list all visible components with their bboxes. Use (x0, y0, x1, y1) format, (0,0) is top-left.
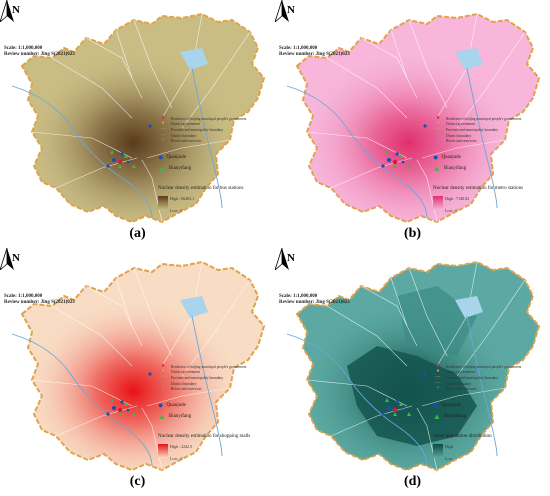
density-high: High : 2242.5 (170, 444, 193, 449)
density-low: Low : 0 (170, 208, 183, 213)
legend-quanjude: ● Quanjude (433, 400, 461, 410)
density-color-ramp (158, 196, 168, 210)
review-number: Review number: Jing S(2021)023 (4, 52, 75, 57)
legend-district-boundary: District boundary (446, 133, 472, 138)
legend-residence: Residence of beijing municipal people's … (446, 364, 522, 369)
panel-caption: (b) (403, 226, 422, 241)
map-panel-b: N Scale: 1:1,000,000 Review number: Jing… (275, 0, 550, 248)
density-title: Nuclear density estimation for bus stati… (158, 186, 244, 191)
map-legend: ★ Residence of beijing municipal people's… (160, 363, 247, 392)
reservoir (455, 296, 483, 318)
map-panel-d: N Scale: 1:1,000,000 Review number: Jing… (275, 248, 550, 496)
legend-boundary: Provines and municipality boundary (171, 127, 224, 132)
legend-quanjude: ● Quanjude (433, 152, 461, 162)
legend-boundary: Provines and municipality boundary (446, 375, 499, 380)
legend-district-gov: District government (446, 122, 475, 127)
density-color-ramp (158, 444, 168, 458)
density-low: Low (445, 456, 453, 461)
scale-text: Scale: 1:1,000,000 (4, 46, 43, 51)
legend-rivers: Rivers and reservoirs (171, 387, 202, 392)
density-title: Nuclear density estimation for shopping … (158, 434, 251, 439)
panel-caption: (c) (129, 474, 146, 489)
legend-boundary: Provines and municipality boundary (171, 375, 224, 380)
legend-bianyifang: ▲ Bianyifang (158, 412, 192, 421)
north-label: N (12, 252, 20, 264)
density-low: Low : 0 (170, 456, 183, 461)
scale-text: Scale: 1:1,000,000 (279, 46, 318, 51)
legend-residence: Residence of beijing municipal people's … (171, 364, 247, 369)
map-svg (286, 12, 541, 224)
legend-district-boundary: District boundary (171, 133, 197, 138)
map-legend: ★ Residence of beijing municipal people's… (435, 115, 522, 144)
legend-rivers: Rivers and reservoirs (171, 139, 202, 144)
map-svg (11, 12, 266, 224)
river (286, 85, 428, 219)
legend-quanjude: ● Quanjude (158, 152, 186, 162)
density-high: High (445, 444, 453, 449)
north-label: N (287, 4, 295, 16)
north-label: N (12, 4, 20, 16)
density-high: High : 7140.82 (445, 196, 470, 201)
map-meta: Scale: 1:1,000,000 Review number: Jing S… (4, 294, 75, 306)
scale-text: Scale: 1:1,000,000 (4, 294, 43, 299)
density-color-ramp (433, 196, 443, 210)
density-title: Street population distribution (433, 434, 492, 439)
density-low: Low : 0 (445, 208, 458, 213)
reservoir (180, 296, 208, 318)
density-high: High : 66263.1 (170, 196, 195, 201)
legend-district-gov: District government (171, 370, 200, 375)
map-meta: Scale: 1:1,000,000 Review number: Jing S… (279, 294, 350, 306)
map-meta: Scale: 1:1,000,000 Review number: Jing S… (279, 46, 350, 58)
legend-rivers: Rivers and reservoirs (446, 139, 477, 144)
map-panel-c: N Scale: 1:1,000,000 Review number: Jing… (0, 248, 275, 496)
density-color-ramp (433, 444, 443, 458)
river (286, 333, 428, 467)
review-number: Review number: Jing S(2021)023 (279, 300, 350, 305)
north-label: N (287, 252, 295, 264)
map-legend: ★ Residence of beijing municipal people's… (435, 363, 522, 392)
panel-caption: (a) (129, 226, 146, 241)
river (11, 333, 153, 467)
map-meta: Scale: 1:1,000,000 Review number: Jing S… (4, 46, 75, 58)
legend-district-gov: District government (171, 122, 200, 127)
north-arrow-icon (275, 0, 289, 22)
legend-bianyifang: ▲ Bianyifang (433, 412, 467, 421)
panel-caption: (d) (403, 474, 422, 489)
map-panel-a: N Scale: 1:1,000,000 Review number: Jing… (0, 0, 275, 248)
map-legend: ★ Residence of beijing municipal people's… (160, 115, 247, 144)
legend-boundary: Provines and municipality boundary (446, 127, 499, 132)
map-svg (286, 260, 541, 472)
map-svg (11, 260, 266, 472)
legend-residence: Residence of beijing municipal people's … (171, 116, 247, 121)
legend-rivers: Rivers and reservoirs (446, 387, 477, 392)
legend-quanjude: ● Quanjude (158, 400, 186, 410)
reservoir (180, 48, 208, 70)
legend-bianyifang: ▲ Bianyifang (158, 164, 192, 173)
legend-district-boundary: District boundary (171, 381, 197, 386)
legend-district-boundary: District boundary (446, 381, 472, 386)
north-arrow-icon (0, 248, 14, 270)
density-title: Nuclear density estimation for metro sta… (433, 186, 524, 191)
review-number: Review number: Jing S(2021)023 (4, 300, 75, 305)
reservoir (455, 48, 483, 70)
review-number: Review number: Jing S(2021)023 (279, 52, 350, 57)
north-arrow-icon (275, 248, 289, 270)
north-arrow-icon (0, 0, 14, 22)
legend-residence: Residence of beijing municipal people's … (446, 116, 522, 121)
legend-district-gov: District government (446, 370, 475, 375)
scale-text: Scale: 1:1,000,000 (279, 294, 318, 299)
river (11, 85, 153, 219)
legend-bianyifang: ▲ Bianyifang (433, 164, 467, 173)
